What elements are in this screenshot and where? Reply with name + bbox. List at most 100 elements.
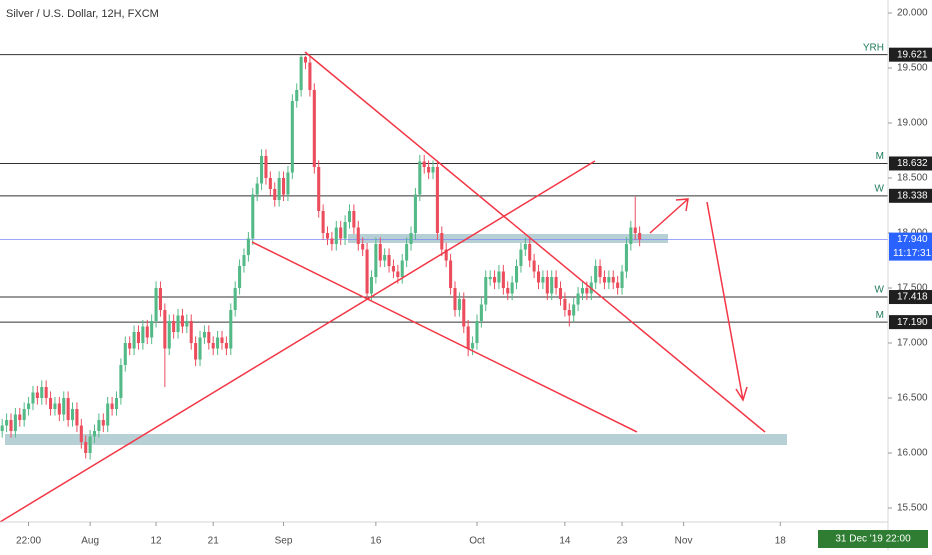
candle-body xyxy=(229,310,233,349)
level-label-box xyxy=(889,156,932,171)
candle-body xyxy=(427,166,431,173)
level-name: M xyxy=(876,151,884,162)
candle-body xyxy=(611,277,615,283)
candle-body xyxy=(136,332,141,344)
candle-body xyxy=(488,277,492,280)
candle-body xyxy=(431,166,435,173)
candle-body xyxy=(361,244,365,250)
x-tick-label: 12 xyxy=(150,536,162,547)
candle-body xyxy=(251,194,255,239)
candles xyxy=(0,54,642,460)
candle-body xyxy=(84,442,88,454)
candle-body xyxy=(119,365,123,399)
level-label: 18.338 xyxy=(897,190,928,201)
candle-body xyxy=(400,260,404,278)
candle-body xyxy=(211,343,215,349)
candle-body xyxy=(479,304,483,322)
y-tick-label: 15.500 xyxy=(897,503,928,514)
candle-body xyxy=(18,414,22,421)
candle-body xyxy=(466,326,470,349)
candle-body xyxy=(607,277,611,283)
y-tick-label: 18.500 xyxy=(897,173,928,184)
candle-body xyxy=(317,166,321,212)
candle-body xyxy=(545,277,549,294)
countdown-label: 11:17:31 xyxy=(893,248,932,259)
level-name: M xyxy=(876,310,884,321)
x-tick-label: 21 xyxy=(208,536,220,547)
candle-body xyxy=(378,244,382,261)
candle-body xyxy=(172,321,176,333)
level-name: W xyxy=(875,183,885,194)
candle-body xyxy=(40,387,44,399)
y-tick-label: 20.000 xyxy=(897,8,928,19)
candle-body xyxy=(163,310,167,349)
zones xyxy=(5,234,787,445)
candle-body xyxy=(286,172,290,195)
candle-body xyxy=(246,238,250,256)
candle-body xyxy=(475,321,479,344)
candle-body xyxy=(66,398,70,421)
candle-body xyxy=(321,211,325,234)
chart-title: Silver / U.S. Dollar, 12H, FXCM xyxy=(6,8,159,20)
candle-body xyxy=(273,188,277,200)
candle-body xyxy=(128,343,132,349)
candle-body xyxy=(224,343,228,349)
candle-body xyxy=(88,436,92,454)
candle-body xyxy=(572,304,576,316)
candle-body xyxy=(514,266,519,283)
candle-body xyxy=(616,282,620,289)
trend-line xyxy=(251,241,638,433)
candle-body xyxy=(330,238,334,245)
candle-body xyxy=(92,431,97,437)
candle-body xyxy=(185,321,189,327)
candle-body xyxy=(580,288,585,294)
candle-body xyxy=(497,271,501,283)
candle-body xyxy=(343,222,347,239)
candle-body xyxy=(180,315,184,327)
drawings xyxy=(0,51,766,523)
candle-body xyxy=(132,332,136,349)
candle-body xyxy=(154,288,158,322)
candle-body xyxy=(339,227,343,239)
x-tick-label: 23 xyxy=(616,536,628,547)
candle-body xyxy=(277,177,281,200)
level-label-box xyxy=(889,290,932,305)
level-label: 19.621 xyxy=(897,49,928,60)
candle-body xyxy=(238,266,242,289)
y-tick-label: 16.000 xyxy=(897,448,928,459)
candle-body xyxy=(303,56,308,63)
candle-body xyxy=(334,227,338,245)
level-label: 17.190 xyxy=(897,317,928,328)
candle-body xyxy=(233,288,237,311)
candle-body xyxy=(123,343,127,366)
current-price-label: 17.940 xyxy=(897,234,928,245)
candle-body xyxy=(405,244,409,261)
x-tick-label: 18 xyxy=(775,536,787,547)
candle-body xyxy=(576,293,580,305)
candle-body xyxy=(53,403,57,410)
x-tick-label: 16 xyxy=(370,536,382,547)
candle-body xyxy=(325,233,330,239)
candle-body xyxy=(35,392,39,399)
candle-body xyxy=(198,337,202,360)
candle-body xyxy=(101,420,105,426)
levels: YRH M W W M xyxy=(0,42,888,323)
candle-body xyxy=(141,326,145,344)
candle-body xyxy=(471,343,475,349)
candle-body xyxy=(356,227,360,245)
candle-body xyxy=(444,249,448,261)
current-price-box xyxy=(889,232,932,261)
candle-body xyxy=(106,403,110,426)
arrow xyxy=(649,198,689,234)
support-zone xyxy=(5,434,787,445)
candle-body xyxy=(31,392,35,404)
candle-body xyxy=(633,227,637,234)
candle-body xyxy=(598,266,602,278)
candle-body xyxy=(550,277,554,294)
candle-body xyxy=(453,288,457,311)
candle-body xyxy=(22,409,26,421)
candle-body xyxy=(620,271,624,289)
candle-body xyxy=(62,398,66,415)
candle-body xyxy=(558,288,563,300)
candle-body xyxy=(167,321,171,349)
